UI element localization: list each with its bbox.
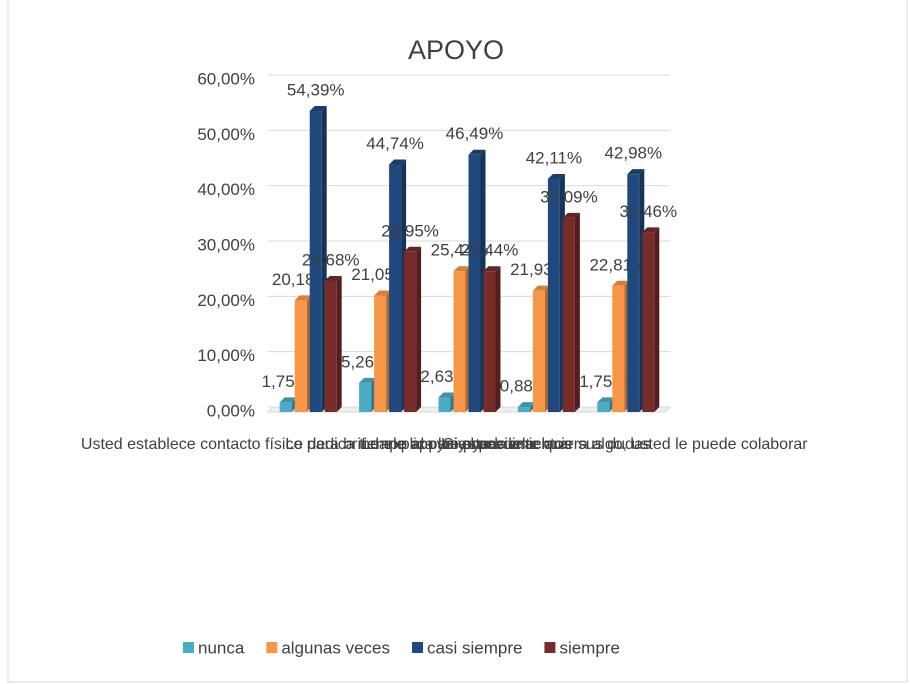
bar-top (389, 159, 407, 165)
bar-front (627, 174, 640, 412)
bar-top (547, 173, 565, 179)
bar (294, 295, 312, 412)
y-tick-label: 20,00% (197, 291, 255, 310)
data-label: 23,68% (302, 250, 360, 269)
data-label: 42,11% (526, 148, 582, 167)
legend-label: casi siempre (427, 638, 522, 657)
bar-front (374, 295, 387, 412)
bar-top (294, 295, 312, 301)
bar (468, 149, 486, 412)
data-label: 44,74% (366, 134, 424, 153)
bar-front (438, 397, 451, 412)
bar-top (483, 266, 501, 272)
bar-side (336, 275, 342, 412)
y-tick-label: 10,00% (197, 346, 255, 365)
x-tick-label: Le ayuda a aclarar sus dudas (441, 436, 651, 453)
bar-top (627, 169, 645, 175)
legend-swatch (412, 642, 424, 653)
bar-top (562, 212, 580, 218)
bar-top (359, 377, 377, 383)
bar-front (309, 111, 322, 413)
legend-label: nunca (198, 638, 245, 657)
bar-front (547, 178, 560, 412)
bar (562, 212, 580, 412)
chart-title: APOYO (408, 35, 504, 65)
data-label: 25,44% (461, 241, 519, 260)
y-tick-label: 30,00% (197, 235, 255, 254)
y-tick-label: 50,00% (197, 125, 255, 144)
bar-top (404, 246, 422, 252)
bar-top (642, 227, 660, 233)
y-tick-label: 60,00% (197, 69, 255, 88)
bar-top (453, 266, 471, 272)
bar-top (309, 106, 327, 112)
bar (453, 266, 471, 412)
bar-front (517, 407, 530, 412)
legend-label: siempre (559, 638, 619, 657)
bar (359, 377, 377, 412)
legend-swatch (544, 642, 556, 653)
bar-front (642, 232, 655, 412)
bar-front (597, 402, 610, 412)
bar-top (532, 285, 550, 291)
x-tick-label: Le dedica tiempo al paciente (285, 436, 489, 453)
data-label: 42,98% (604, 144, 662, 163)
bar-front (612, 285, 625, 412)
bar-front (404, 251, 417, 412)
data-label: 46,49% (446, 124, 504, 143)
bar-top (279, 397, 297, 403)
bar-top (468, 149, 486, 155)
bar-front (468, 154, 481, 412)
bar-front (279, 402, 292, 412)
bar-front (294, 300, 307, 412)
bar-top (324, 275, 342, 281)
bar (389, 159, 407, 412)
bar (404, 246, 422, 412)
bar-top (438, 392, 456, 398)
bar-front (359, 382, 372, 412)
bar-front (483, 271, 496, 412)
bar-top (374, 290, 392, 296)
data-label: 28,95% (381, 221, 439, 240)
data-label: 32,46% (619, 202, 677, 221)
bar-top (597, 397, 615, 403)
legend-swatch (266, 642, 278, 653)
bar (324, 275, 342, 412)
bar-top (612, 280, 630, 286)
bar-front (389, 164, 402, 412)
legend-label: algunas veces (281, 638, 390, 657)
chart-border (7, 0, 908, 683)
y-tick-label: 40,00% (197, 180, 255, 199)
y-tick-label: 0,00% (207, 401, 255, 420)
bar-side (654, 227, 660, 412)
data-label: 54,39% (287, 81, 345, 100)
bar (374, 290, 392, 412)
bar (438, 392, 456, 412)
bar (642, 227, 660, 412)
legend-swatch (183, 642, 194, 653)
bar-side (416, 246, 422, 412)
bar-side (574, 212, 580, 412)
bar (612, 280, 630, 412)
x-tick-label: Le explica los procedimientos (362, 436, 572, 453)
x-tick-label: Usted establece contacto físico para bri… (81, 436, 535, 453)
bar-side (495, 266, 501, 412)
x-tick-label: Si el paciente quiera algo, usted le pue… (443, 436, 808, 453)
bar-front (532, 290, 545, 412)
bar-front (453, 271, 466, 412)
bar-top (517, 402, 535, 408)
bar (547, 173, 565, 412)
data-label: 35,09% (540, 187, 598, 206)
bar (483, 266, 501, 412)
bar-front (324, 280, 337, 412)
bar (532, 285, 550, 412)
bar-front (562, 217, 575, 412)
